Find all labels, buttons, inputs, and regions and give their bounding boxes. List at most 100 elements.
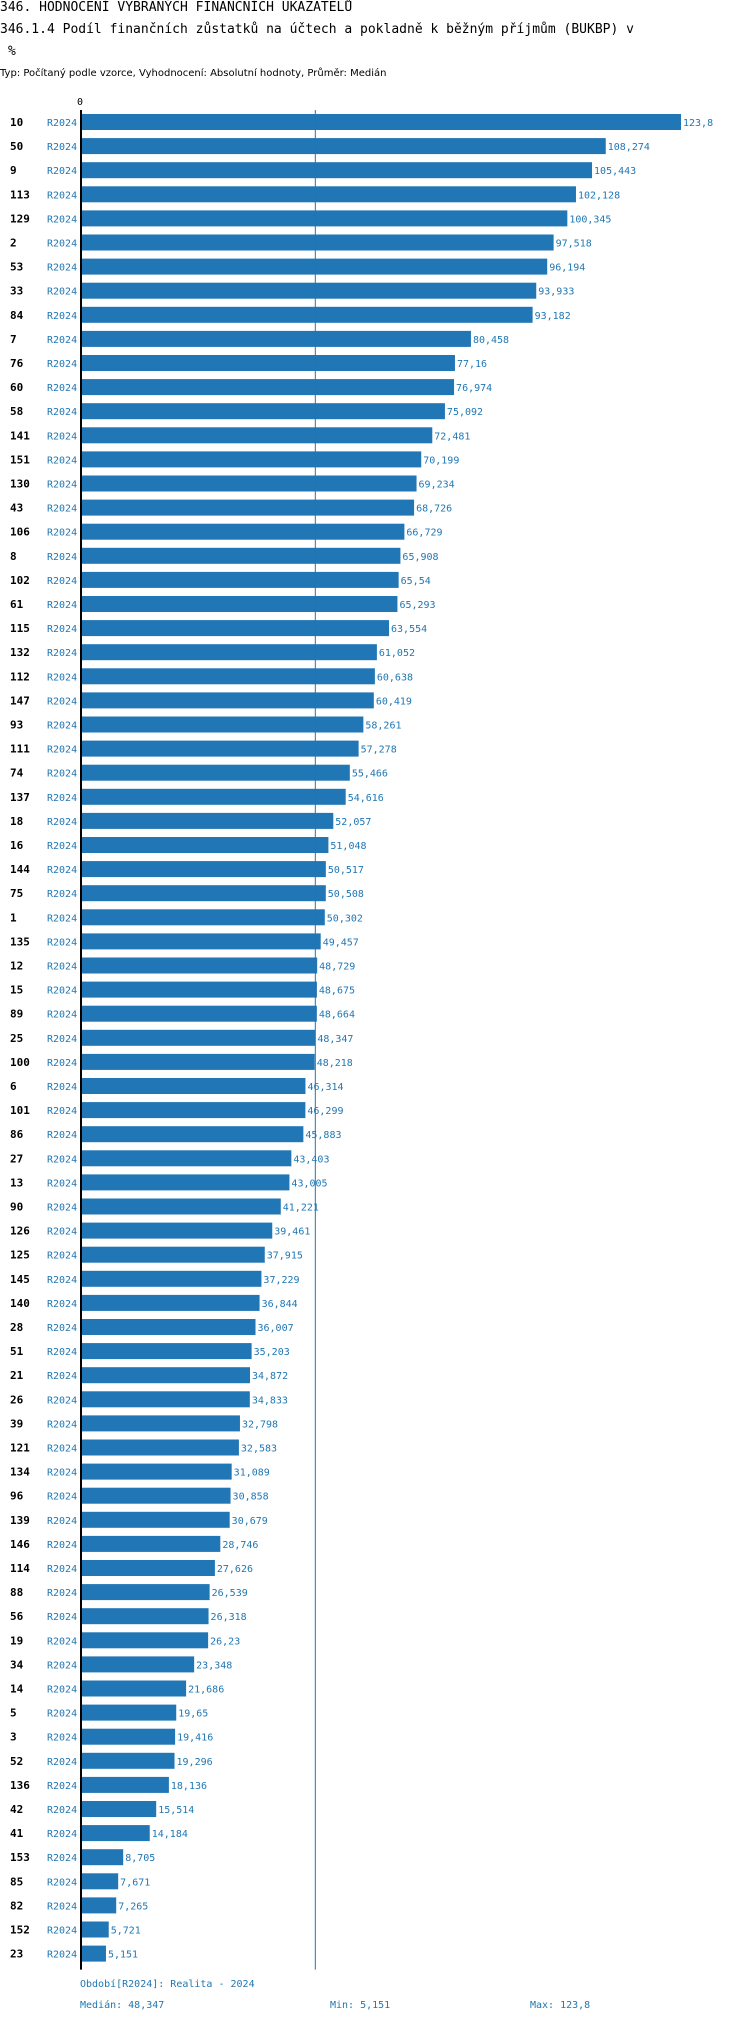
period-label: R2024 bbox=[47, 1492, 77, 1503]
period-label: R2024 bbox=[47, 696, 77, 707]
period-label: R2024 bbox=[47, 1395, 77, 1406]
category-label: 7 bbox=[10, 333, 17, 346]
category-label: 88 bbox=[10, 1586, 23, 1599]
bar bbox=[81, 1632, 209, 1649]
category-label: 134 bbox=[10, 1466, 30, 1479]
period-label: R2024 bbox=[47, 118, 77, 129]
period-label: R2024 bbox=[47, 1154, 77, 1165]
category-label: 76 bbox=[10, 357, 24, 370]
value-label: 34,872 bbox=[252, 1371, 288, 1382]
bar bbox=[81, 1921, 109, 1938]
category-label: 145 bbox=[10, 1273, 30, 1286]
value-label: 61,052 bbox=[379, 648, 415, 659]
category-label: 33 bbox=[10, 285, 23, 298]
category-label: 41 bbox=[10, 1827, 24, 1840]
value-label: 48,347 bbox=[317, 1034, 353, 1045]
value-label: 5,151 bbox=[108, 1950, 138, 1961]
bar bbox=[81, 1053, 315, 1070]
period-label: R2024 bbox=[47, 817, 77, 828]
period-label: R2024 bbox=[47, 1805, 77, 1816]
bar bbox=[81, 1656, 195, 1673]
category-label: 39 bbox=[10, 1417, 23, 1430]
value-label: 63,554 bbox=[391, 624, 427, 635]
bar bbox=[81, 1873, 119, 1890]
period-label: R2024 bbox=[47, 1106, 77, 1117]
value-label: 50,517 bbox=[328, 865, 364, 876]
footer-min: Min: 5,151 bbox=[330, 2000, 391, 2011]
category-label: 125 bbox=[10, 1249, 30, 1262]
period-label: R2024 bbox=[47, 1853, 77, 1864]
category-label: 3 bbox=[10, 1731, 17, 1744]
value-label: 51,048 bbox=[330, 841, 366, 852]
bar bbox=[81, 1945, 106, 1962]
category-label: 14 bbox=[10, 1683, 24, 1696]
category-label: 129 bbox=[10, 212, 30, 225]
period-label: R2024 bbox=[47, 1685, 77, 1696]
period-label: R2024 bbox=[47, 1371, 77, 1382]
value-label: 19,65 bbox=[178, 1709, 208, 1720]
category-label: 50 bbox=[10, 140, 23, 153]
value-label: 108,274 bbox=[608, 142, 650, 153]
period-label: R2024 bbox=[47, 793, 77, 804]
category-label: 130 bbox=[10, 478, 30, 491]
bar bbox=[81, 1174, 290, 1191]
value-label: 54,616 bbox=[348, 793, 384, 804]
bar bbox=[81, 1029, 316, 1046]
category-label: 56 bbox=[10, 1610, 24, 1623]
bar bbox=[81, 162, 593, 179]
bar bbox=[81, 234, 554, 251]
value-label: 55,466 bbox=[352, 769, 388, 780]
category-label: 86 bbox=[10, 1128, 24, 1141]
category-label: 25 bbox=[10, 1032, 23, 1045]
bar bbox=[81, 644, 377, 661]
bar bbox=[81, 1319, 256, 1335]
value-label: 26,318 bbox=[211, 1612, 247, 1623]
value-label: 28,746 bbox=[222, 1540, 258, 1551]
bar bbox=[81, 1825, 150, 1842]
bar bbox=[81, 1270, 262, 1287]
axis-zero-label: 0 bbox=[77, 97, 83, 108]
value-label: 76,974 bbox=[456, 383, 492, 394]
category-label: 96 bbox=[10, 1490, 24, 1503]
period-label: R2024 bbox=[47, 528, 77, 539]
category-label: 93 bbox=[10, 719, 23, 732]
category-label: 100 bbox=[10, 1056, 30, 1069]
category-label: 115 bbox=[10, 622, 30, 635]
bar bbox=[81, 837, 329, 853]
bar bbox=[81, 258, 548, 275]
bar bbox=[81, 764, 350, 781]
value-label: 41,221 bbox=[283, 1203, 319, 1214]
period-label: R2024 bbox=[47, 1588, 77, 1599]
value-label: 31,089 bbox=[234, 1468, 270, 1479]
category-label: 101 bbox=[10, 1104, 30, 1117]
bar bbox=[81, 1126, 304, 1143]
period-label: R2024 bbox=[47, 407, 77, 418]
footer-period: Období[R2024]: Realita - 2024 bbox=[80, 1979, 255, 1990]
category-label: 112 bbox=[10, 670, 30, 683]
period-label: R2024 bbox=[47, 841, 77, 852]
bar bbox=[81, 355, 455, 371]
bar bbox=[81, 499, 415, 516]
period-label: R2024 bbox=[47, 1010, 77, 1021]
bar bbox=[81, 1728, 176, 1745]
bar bbox=[81, 210, 568, 227]
category-label: 43 bbox=[10, 502, 23, 515]
value-label: 27,626 bbox=[217, 1564, 253, 1575]
period-label: R2024 bbox=[47, 1275, 77, 1286]
bar bbox=[81, 1704, 177, 1721]
category-label: 5 bbox=[10, 1707, 17, 1720]
category-label: 137 bbox=[10, 791, 30, 804]
value-label: 60,638 bbox=[377, 672, 413, 683]
bar bbox=[81, 861, 326, 878]
period-label: R2024 bbox=[47, 263, 77, 274]
bar bbox=[81, 1463, 232, 1480]
category-label: 113 bbox=[10, 188, 30, 201]
period-label: R2024 bbox=[47, 166, 77, 177]
category-label: 23 bbox=[10, 1948, 23, 1961]
value-label: 26,23 bbox=[210, 1636, 240, 1647]
bar bbox=[81, 1752, 175, 1769]
period-label: R2024 bbox=[47, 745, 77, 756]
value-label: 48,218 bbox=[317, 1058, 353, 1069]
bar bbox=[81, 475, 417, 492]
bar bbox=[81, 403, 445, 420]
